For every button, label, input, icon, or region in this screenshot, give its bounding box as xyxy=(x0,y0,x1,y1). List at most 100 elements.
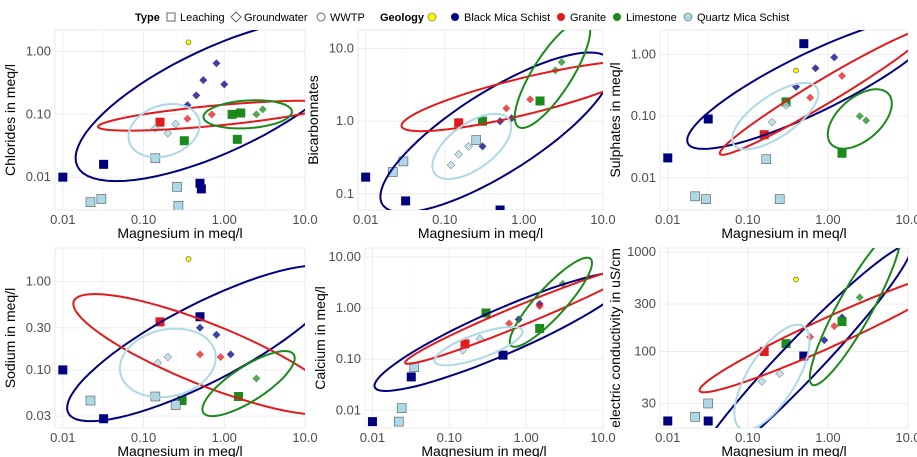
y-axis-label: Calcium in meq/l xyxy=(312,286,328,389)
point-groundwater-quartz-mica-schist xyxy=(775,369,785,378)
point-leaching-quartz-mica-schist xyxy=(690,191,700,202)
point-groundwater-black-mica-schist xyxy=(212,59,221,68)
legend-quartz-mica-schist-label: Quartz Mica Schist xyxy=(697,12,789,24)
point-groundwater-granite xyxy=(207,110,216,119)
point-groundwater-limestone xyxy=(252,374,261,383)
legend-quartz-mica-schist-dot-icon xyxy=(683,12,693,22)
point-leaching-black-mica-schist xyxy=(99,414,109,424)
point-groundwater-black-mica-schist xyxy=(811,64,820,73)
y-tick-label: 0.01 xyxy=(631,170,656,185)
x-axis-label: Magnesium in meq/l xyxy=(421,443,546,457)
ellipse-granite xyxy=(404,272,603,365)
point-groundwater-granite xyxy=(830,322,839,331)
x-tick-label: 0.01 xyxy=(655,430,680,445)
x-tick-label: 0.01 xyxy=(353,212,378,227)
legend-geology-title: Geology xyxy=(380,12,425,24)
plot-area xyxy=(364,247,604,429)
y-tick-label: 10.00 xyxy=(328,249,361,264)
legend-black-mica-schist-label: Black Mica Schist xyxy=(464,12,550,24)
ellipse-limestone xyxy=(513,30,592,130)
y-tick-label: 0.1 xyxy=(336,186,354,201)
x-axis-label: Magnesium in meq/l xyxy=(117,443,242,457)
y-tick-label: 30 xyxy=(642,395,656,410)
legend: Type Leaching Groundwater WWTP Geology B… xyxy=(135,11,789,24)
point-leaching-limestone xyxy=(177,396,187,406)
y-axis-label: Sodium in meq/l xyxy=(2,288,18,388)
panel-5: 0.01 0.10 1.00 10.0 0.01 0.10 1.00 10.00 Magnesi… xyxy=(312,247,616,457)
x-tick-label: 10.0 xyxy=(590,212,615,227)
point-leaching-limestone xyxy=(236,108,246,118)
point-leaching-black-mica-schist xyxy=(663,153,673,163)
legend-type-title: Type xyxy=(135,12,160,24)
y-tick-label: 1.00 xyxy=(26,44,51,59)
point-groundwater-granite xyxy=(502,104,511,113)
point-leaching-quartz-mica-schist xyxy=(690,412,700,422)
ellipse-quartz-mica-schist xyxy=(733,323,811,428)
point-leaching-quartz-mica-schist xyxy=(172,182,182,192)
legend-wwtp-circle-icon xyxy=(316,12,326,22)
point-groundwater-quartz-mica-schist xyxy=(446,160,456,170)
point-leaching-granite xyxy=(155,117,165,127)
point-groundwater-quartz-mica-schist xyxy=(163,352,173,362)
legend-granite-dot-icon xyxy=(557,13,565,21)
plot-content xyxy=(58,256,305,424)
y-tick-label: 1.00 xyxy=(631,47,656,62)
point-leaching-quartz-mica-schist xyxy=(393,416,404,427)
x-tick-label: 1.00 xyxy=(212,212,237,227)
point-leaching-black-mica-schist xyxy=(196,184,206,194)
x-tick-label: 1.00 xyxy=(511,212,536,227)
ellipse-granite xyxy=(698,282,908,394)
point-leaching-quartz-mica-schist xyxy=(471,135,482,145)
point-groundwater-quartz-mica-schist xyxy=(757,377,767,386)
plot-content xyxy=(663,248,908,428)
point-leaching-black-mica-schist xyxy=(195,178,205,188)
point-leaching-granite xyxy=(454,118,464,128)
x-tick-label: 0.01 xyxy=(50,430,75,445)
x-axis-label: Magnesium in meq/l xyxy=(418,225,543,241)
x-tick-label: 0.10 xyxy=(437,430,462,445)
point-leaching-black-mica-schist xyxy=(799,39,809,49)
x-tick-label: 10.0 xyxy=(292,430,317,445)
panel-4: 0.01 0.10 1.00 10.00.030.100.301.00Magnesiu… xyxy=(2,247,318,457)
y-tick-label: 0.30 xyxy=(26,320,51,335)
point-groundwater-black-mica-schist xyxy=(226,350,235,359)
point-leaching-limestone xyxy=(837,317,847,327)
point-leaching-limestone xyxy=(232,134,242,144)
point-groundwater-black-mica-schist xyxy=(212,330,221,339)
point-groundwater-quartz-mica-schist xyxy=(454,149,464,159)
point-wwtp-quartz-mica-schist xyxy=(185,256,192,262)
point-leaching-quartz-mica-schist xyxy=(96,194,107,204)
point-leaching-black-mica-schist xyxy=(99,159,109,169)
x-tick-label: 0.10 xyxy=(131,212,156,227)
y-tick-label: 100 xyxy=(634,344,656,359)
panel-6: 0.01 0.10 1.00 10.0 30 100 300 1000 Magnesium in… xyxy=(607,244,917,457)
point-leaching-quartz-mica-schist xyxy=(85,197,96,207)
y-tick-label: 0.10 xyxy=(336,351,361,366)
point-groundwater-granite xyxy=(505,319,514,328)
x-tick-label: 0.01 xyxy=(360,430,385,445)
point-leaching-quartz-mica-schist xyxy=(761,154,772,165)
x-tick-label: 10.0 xyxy=(895,212,917,227)
x-tick-label: 0.01 xyxy=(50,212,75,227)
y-axis-label: Bicarbonnates xyxy=(305,75,321,165)
x-tick-label: 0.10 xyxy=(432,212,457,227)
point-groundwater-black-mica-schist xyxy=(199,76,208,85)
x-tick-label: 1.00 xyxy=(815,430,840,445)
y-tick-label: 1000 xyxy=(627,244,656,259)
y-tick-label: 1.00 xyxy=(26,274,51,289)
point-groundwater-limestone xyxy=(258,105,267,114)
point-groundwater-limestone xyxy=(855,112,864,121)
y-tick-label: 0.10 xyxy=(26,106,51,121)
legend-black-mica-schist-dot-icon xyxy=(451,13,459,21)
point-leaching-black-mica-schist xyxy=(703,114,713,124)
x-tick-label: 0.10 xyxy=(735,212,760,227)
x-tick-label: 10.0 xyxy=(590,430,615,445)
plot-content xyxy=(663,30,908,204)
point-leaching-quartz-mica-schist xyxy=(703,398,714,409)
y-tick-label: 1.0 xyxy=(336,113,354,128)
point-leaching-black-mica-schist xyxy=(703,416,713,426)
x-axis-label: Magnesium in meq/l xyxy=(117,225,242,241)
point-leaching-black-mica-schist xyxy=(799,351,809,361)
plot-area xyxy=(659,29,909,211)
